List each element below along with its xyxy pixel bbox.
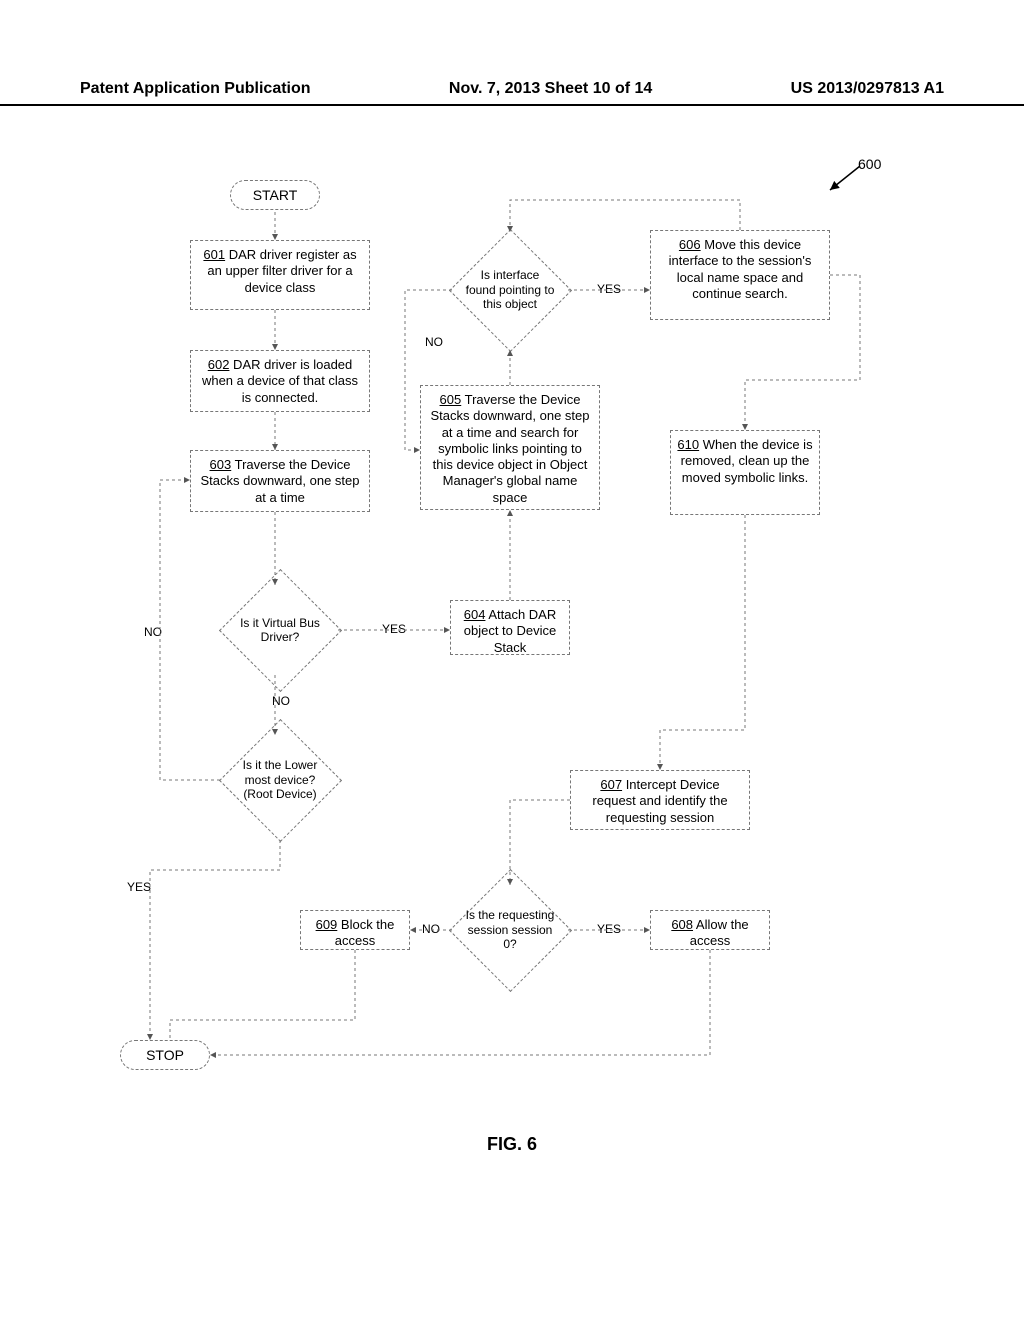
node-601: 601 DAR driver register as an upper filt… [190, 240, 370, 310]
node-602: 602 DAR driver is loaded when a device o… [190, 350, 370, 412]
node-608: 608 Allow the access [650, 910, 770, 950]
label-sess-yes: YES [595, 922, 623, 936]
label-vbus-no: NO [270, 694, 292, 708]
node-606: 606 Move this device interface to the se… [650, 230, 830, 320]
label-iface-no: NO [423, 335, 445, 349]
node-start: START [230, 180, 320, 210]
label-sess-no: NO [420, 922, 442, 936]
label-vbus-yes: YES [380, 622, 408, 636]
patent-page: Patent Application Publication Nov. 7, 2… [0, 0, 1024, 1320]
page-header: Patent Application Publication Nov. 7, 2… [0, 80, 1024, 106]
node-607: 607 Intercept Device request and identif… [570, 770, 750, 830]
node-604: 604 Attach DAR object to Device Stack [450, 600, 570, 655]
header-left: Patent Application Publication [80, 80, 311, 98]
label-lower-no: NO [142, 625, 164, 639]
decision-interface-found: Is interface found pointing to this obje… [450, 230, 570, 350]
label-lower-yes: YES [125, 880, 153, 894]
node-610: 610 When the device is removed, clean up… [670, 430, 820, 515]
label-iface-yes: YES [595, 282, 623, 296]
node-605: 605 Traverse the Device Stacks downward,… [420, 385, 600, 510]
node-609: 609 Block the access [300, 910, 410, 950]
decision-lower-most: Is it the Lower most device? (Root Devic… [220, 720, 340, 840]
flowchart-canvas: 600 START 601 DAR driver register as an … [120, 170, 900, 1120]
decision-session-zero: Is the requesting session session 0? [450, 870, 570, 990]
header-right: US 2013/0297813 A1 [791, 80, 944, 98]
node-stop: STOP [120, 1040, 210, 1070]
node-603: 603 Traverse the Device Stacks downward,… [190, 450, 370, 512]
figure-label: FIG. 6 [0, 1134, 1024, 1155]
decision-virtual-bus: Is it Virtual Bus Driver? [220, 570, 340, 690]
figure-reference: 600 [810, 160, 870, 203]
header-center: Nov. 7, 2013 Sheet 10 of 14 [449, 80, 652, 98]
